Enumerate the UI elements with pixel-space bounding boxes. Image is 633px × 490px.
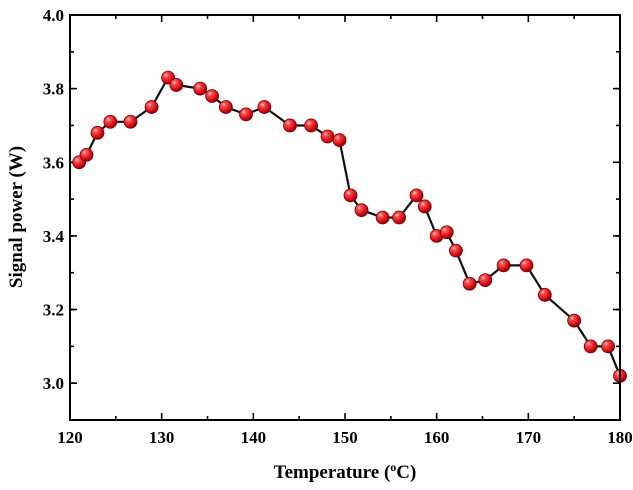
data-point [519, 258, 534, 273]
x-tick-label: 140 [241, 428, 267, 447]
data-point [218, 100, 233, 114]
data-markers [72, 70, 627, 383]
data-point [90, 125, 105, 140]
data-point [283, 118, 297, 133]
data-point [478, 273, 493, 287]
data-point [537, 287, 552, 302]
data-point [239, 107, 253, 122]
plot-frame [69, 14, 621, 421]
x-axis-title-sup: o [390, 460, 396, 474]
y-tick-label: 3.0 [43, 374, 64, 393]
data-point [354, 203, 369, 218]
data-point [439, 225, 454, 240]
ticks [69, 14, 621, 421]
data-point [343, 188, 358, 203]
x-tick-label: 170 [516, 428, 542, 447]
data-point [601, 339, 615, 354]
x-axis-title: Temperature (oC) [274, 460, 417, 483]
y-tick-label: 3.6 [43, 153, 64, 172]
x-tick-label: 120 [57, 428, 83, 447]
data-point [103, 114, 118, 129]
data-point [169, 78, 184, 92]
data-point [462, 276, 477, 291]
series-line [78, 75, 622, 377]
x-axis-title-unit: C) [396, 462, 416, 483]
x-tick-labels: 120 130 140 150 160 170 180 [57, 428, 633, 447]
data-point [496, 258, 511, 273]
x-tick-label: 150 [332, 428, 358, 447]
data-point [257, 100, 272, 114]
data-line-group [78, 75, 622, 377]
data-point [392, 210, 406, 225]
data-point [79, 148, 94, 162]
y-tick-label: 3.8 [43, 80, 64, 99]
data-point [583, 339, 598, 354]
x-tick-label: 130 [149, 428, 175, 447]
x-axis-title-main: Temperature ( [274, 462, 391, 483]
y-tick-label: 3.4 [43, 227, 65, 246]
y-tick-labels: 3.0 3.2 3.4 3.6 3.8 4.0 [43, 6, 65, 393]
y-tick-label: 4.0 [43, 6, 64, 25]
data-point [123, 114, 138, 129]
data-point [304, 118, 318, 133]
data-point [417, 199, 432, 214]
data-point [144, 100, 159, 114]
x-tick-label: 160 [424, 428, 450, 447]
x-tick-label: 180 [607, 428, 633, 447]
data-point [193, 81, 208, 96]
data-point [449, 243, 463, 258]
data-point [409, 188, 424, 203]
y-axis-title: Signal power (W) [6, 146, 27, 288]
data-point [205, 89, 219, 103]
data-point [332, 133, 347, 148]
data-point [320, 129, 335, 144]
data-point [567, 313, 582, 328]
data-point [375, 210, 390, 225]
y-tick-label: 3.2 [43, 301, 64, 320]
